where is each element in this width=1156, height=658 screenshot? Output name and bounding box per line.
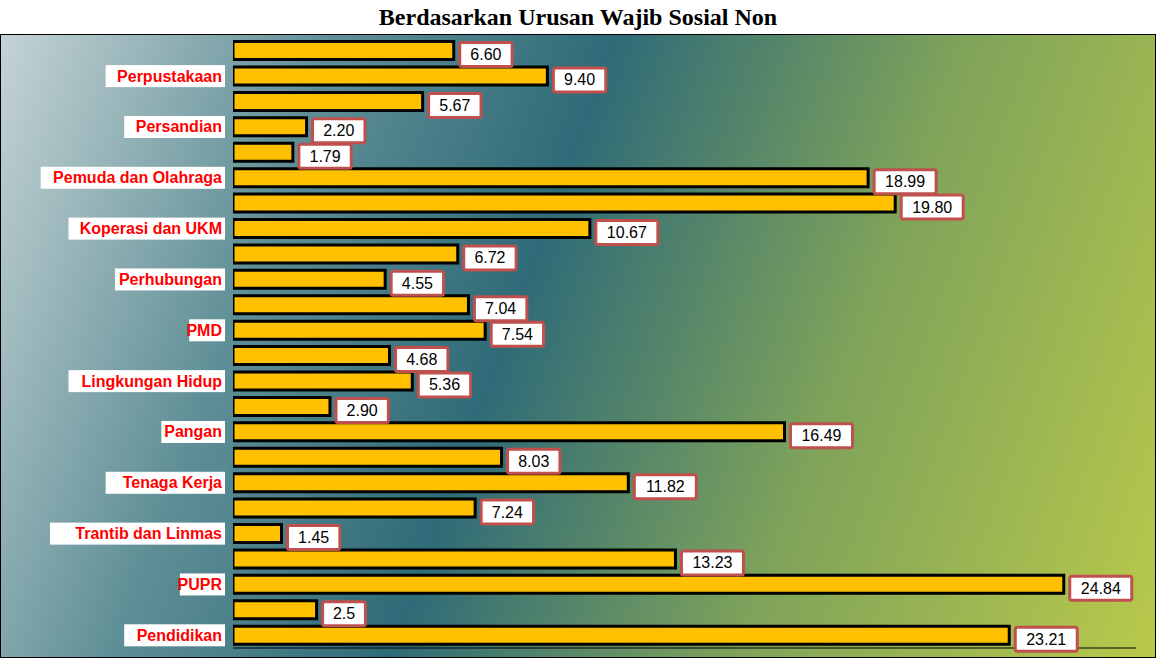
svg-text:Perhubungan: Perhubungan [119,271,222,288]
svg-text:2.5: 2.5 [333,605,355,622]
svg-text:9.40: 9.40 [564,71,595,88]
svg-text:Lingkungan Hidup: Lingkungan Hidup [82,373,223,390]
svg-text:7.24: 7.24 [492,504,523,521]
svg-text:PMD: PMD [186,322,222,339]
svg-text:10.67: 10.67 [607,224,647,241]
svg-text:7.04: 7.04 [485,300,516,317]
svg-text:Pendidikan: Pendidikan [137,627,222,644]
svg-text:Perpustakaan: Perpustakaan [117,68,222,85]
svg-text:18.99: 18.99 [885,173,925,190]
svg-text:Pangan: Pangan [164,423,222,440]
svg-text:5.67: 5.67 [439,97,470,114]
svg-text:8.03: 8.03 [518,453,549,470]
svg-text:19.80: 19.80 [912,199,952,216]
svg-text:7.54: 7.54 [502,326,533,343]
svg-text:16.49: 16.49 [801,427,841,444]
svg-text:Tenaga Kerja: Tenaga Kerja [123,474,222,491]
svg-text:1.79: 1.79 [309,148,340,165]
svg-text:6.72: 6.72 [474,249,505,266]
svg-text:4.55: 4.55 [402,275,433,292]
svg-text:Persandian: Persandian [136,118,222,135]
svg-text:Pemuda dan Olahraga: Pemuda dan Olahraga [53,169,222,186]
svg-text:13.23: 13.23 [692,554,732,571]
svg-text:23.21: 23.21 [1026,631,1066,648]
svg-text:PUPR: PUPR [178,576,223,593]
svg-text:Koperasi dan UKM: Koperasi dan UKM [80,220,222,237]
svg-text:24.84: 24.84 [1081,580,1121,597]
svg-text:2.90: 2.90 [347,402,378,419]
svg-text:Trantib dan Linmas: Trantib dan Linmas [75,525,222,542]
svg-text:11.82: 11.82 [646,478,685,495]
svg-text:1.45: 1.45 [298,529,329,546]
svg-text:4.68: 4.68 [406,351,437,368]
html-text:Berdasarkan Urusan Wajib Sosia: Berdasarkan Urusan Wajib Sosial Non [378,4,778,30]
svg-text:5.36: 5.36 [429,376,460,393]
svg-text:2.20: 2.20 [323,122,354,139]
svg-text:6.60: 6.60 [470,46,501,63]
